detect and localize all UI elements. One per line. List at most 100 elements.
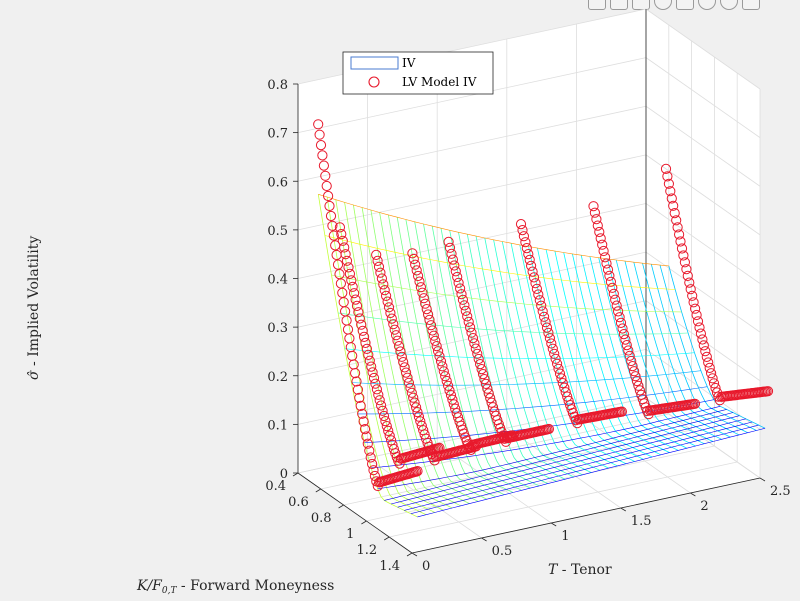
- lv-iv-point: [524, 254, 535, 265]
- lv-iv-point: [368, 372, 380, 384]
- lv-iv-point: [412, 407, 423, 418]
- lv-iv-point: [415, 282, 426, 293]
- z-tick-label: 0.3: [267, 321, 288, 336]
- lv-iv-point: [621, 340, 632, 351]
- lv-iv-point: [634, 385, 646, 396]
- lv-iv-point: [595, 233, 606, 244]
- lv-iv-point: [707, 373, 718, 384]
- lv-iv-point: [537, 306, 548, 317]
- lv-iv-point: [374, 395, 385, 406]
- lv-iv-point: [324, 200, 335, 212]
- lv-iv-point: [698, 340, 709, 351]
- iv-surface-line: [659, 264, 757, 431]
- lv-iv-point: [466, 327, 477, 338]
- lv-iv-point: [376, 400, 387, 411]
- lv-iv-point: [473, 353, 484, 365]
- lv-iv-point: [552, 358, 563, 369]
- brush-icon[interactable]: [610, 0, 628, 10]
- lv-iv-point: [447, 254, 458, 265]
- y-gridline: [645, 397, 761, 479]
- lv-iv-point: [378, 279, 389, 290]
- lv-iv-point: [407, 248, 418, 259]
- lv-iv-point: [626, 355, 637, 367]
- lv-iv-point: [531, 283, 543, 294]
- lv-iv-point: [427, 325, 438, 336]
- iv-surface-line: [537, 248, 635, 462]
- lv-iv-point: [323, 190, 334, 202]
- lv-iv-point: [445, 390, 457, 401]
- lv-iv-point: [469, 338, 480, 349]
- lv-iv-point: [420, 298, 431, 309]
- lv-iv-point: [591, 214, 602, 225]
- lv-iv-point: [412, 466, 423, 477]
- lv-iv-point: [547, 343, 558, 354]
- z-gridline: [645, 105, 761, 187]
- x-tick-mark: [383, 536, 390, 541]
- lv-iv-point: [517, 225, 528, 236]
- axis-ticks: 0.40.60.811.21.4 00.511.522.500.10.20.30.…: [265, 78, 790, 574]
- lv-iv-point: [706, 368, 717, 379]
- lv-iv-point: [629, 366, 640, 377]
- lv-iv-point: [600, 252, 611, 263]
- z-gridline: [645, 57, 761, 138]
- lv-iv-point: [470, 343, 481, 354]
- lv-iv-point: [476, 364, 487, 375]
- iv-surface-line: [384, 412, 734, 501]
- legend[interactable]: IV LV Model IV: [342, 51, 494, 95]
- lv-iv-point: [334, 222, 345, 233]
- lv-iv-point: [662, 171, 673, 182]
- x-tick-mark: [315, 488, 322, 493]
- lv-iv-point: [527, 266, 538, 277]
- pan-icon[interactable]: [676, 0, 694, 10]
- lv-iv-point: [602, 264, 614, 275]
- lv-iv-point: [674, 229, 685, 240]
- lv-iv-point: [678, 250, 689, 261]
- lv-iv-point: [352, 384, 363, 395]
- z-tick-label: 0.8: [267, 78, 288, 93]
- lv-iv-point: [357, 408, 368, 419]
- lv-iv-point: [611, 300, 622, 311]
- iv-surface-line: [580, 255, 679, 451]
- lv-iv-point: [380, 416, 391, 427]
- iv-surface-line: [351, 370, 701, 386]
- datatip-icon[interactable]: [632, 0, 650, 10]
- lv-iv-point: [437, 361, 448, 372]
- lv-iv-point: [399, 362, 410, 373]
- iv-surface-line: [410, 424, 759, 514]
- x-tick-mark: [406, 552, 413, 557]
- lv-iv-point: [694, 322, 705, 333]
- home-icon[interactable]: [742, 0, 760, 10]
- lv-iv-point: [351, 300, 363, 311]
- lv-iv-point: [550, 353, 561, 364]
- lv-iv-point: [336, 229, 347, 240]
- z-gridline: [297, 348, 647, 425]
- lv-iv-point: [356, 319, 367, 330]
- lv-iv-point: [339, 242, 350, 253]
- lv-iv-point: [623, 345, 634, 356]
- lv-iv-point: [327, 220, 338, 231]
- lv-iv-point: [443, 236, 454, 247]
- iv-surface-line: [331, 274, 682, 313]
- export-icon[interactable]: [588, 0, 606, 10]
- x-tick-label: 1.4: [379, 559, 400, 574]
- lv-iv-point: [463, 316, 474, 327]
- lv-iv-point: [684, 277, 695, 288]
- iv-surface-line: [371, 406, 721, 469]
- lv-iv-point: [362, 438, 373, 449]
- iv-surface-line: [390, 415, 740, 505]
- lv-iv-point: [543, 327, 554, 338]
- lv-iv-point: [601, 258, 612, 269]
- lv-iv-point: [528, 272, 540, 283]
- lv-iv-point: [388, 319, 399, 330]
- lv-iv-point: [360, 337, 371, 348]
- lv-iv-point: [475, 359, 486, 370]
- lv-iv-point: [479, 374, 490, 385]
- legend-entry-lv: LV Model IV: [402, 75, 477, 89]
- y-tick-mark: [620, 507, 627, 512]
- axes-grid: [297, 8, 761, 554]
- iv-surface-line: [417, 427, 766, 518]
- lv-iv-point: [676, 243, 688, 254]
- lv-iv-point: [455, 283, 466, 294]
- lv-iv-point: [381, 290, 392, 301]
